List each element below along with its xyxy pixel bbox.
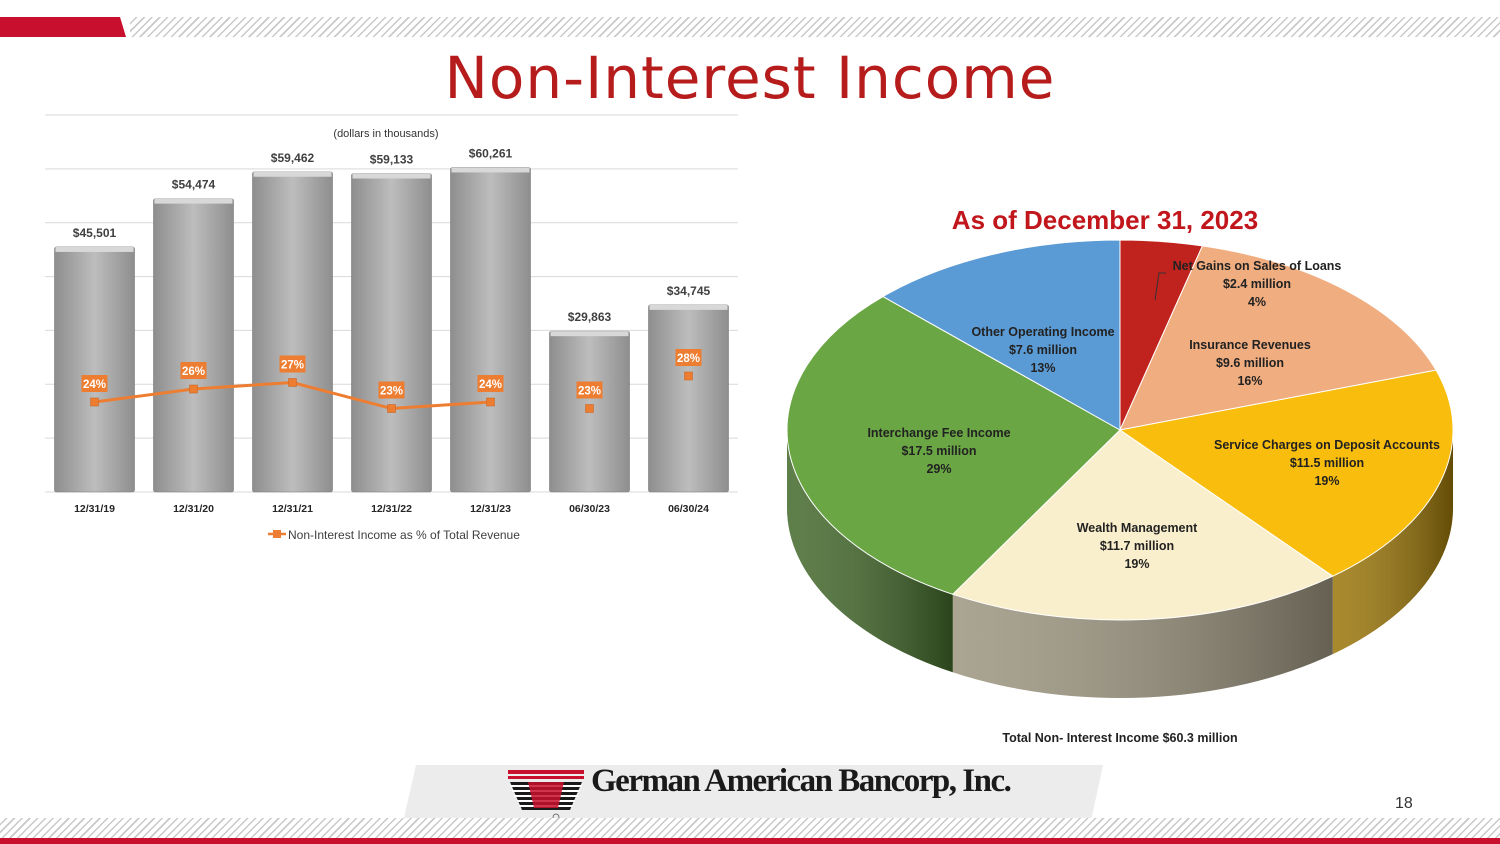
company-name: German American Bancorp, Inc. [591, 763, 1012, 799]
bar [450, 167, 531, 493]
pie-slice [786, 295, 1121, 595]
pct-label-box [279, 355, 306, 373]
category-label: 12/31/19 [74, 503, 115, 515]
page-number: 18 [1395, 795, 1413, 812]
bar-value-label: $54,474 [172, 178, 216, 192]
bottom-red-stripe [0, 838, 1500, 844]
page-title: Non-Interest Income [444, 44, 1056, 112]
pie-side-shade [1332, 430, 1453, 655]
pie-slice-label: 13% [1030, 361, 1055, 375]
pct-label: 23% [578, 386, 601, 398]
pct-label-box [675, 349, 702, 366]
pct-label: 26% [182, 366, 205, 378]
pie-slice [951, 429, 1334, 621]
pct-label: 27% [281, 360, 304, 372]
bar-top-highlight [550, 331, 629, 337]
pie-slice-label: 4% [1248, 295, 1266, 309]
top-red-stripe [0, 17, 126, 37]
pie-footnote: Total Non- Interest Income $60.3 million [1002, 731, 1237, 745]
pct-label: 24% [479, 379, 502, 391]
pct-marker [387, 404, 396, 413]
category-label: 12/31/23 [470, 503, 511, 515]
pie-slice-label: Other Operating Income [971, 325, 1114, 339]
bar-value-label: $29,863 [568, 310, 612, 324]
pie-slice [1119, 245, 1437, 431]
pie-slice [881, 239, 1121, 431]
bar [54, 246, 135, 493]
pie-slice-label: Insurance Revenues [1189, 338, 1311, 352]
logo [508, 768, 588, 829]
pct-label: 24% [83, 379, 106, 391]
bar-value-label: $59,462 [271, 151, 315, 165]
pie-slice-label: 16% [1237, 374, 1262, 388]
pie-slice-label: 29% [926, 462, 951, 476]
bar-value-label: $45,501 [73, 226, 117, 240]
pct-marker [486, 397, 495, 407]
pct-marker [684, 371, 693, 381]
bar [648, 304, 729, 493]
top-hatch-band [130, 17, 1500, 37]
bar-value-label: $34,745 [667, 284, 711, 298]
bar-top-highlight [649, 304, 728, 310]
pct-label: 23% [380, 386, 403, 398]
pie-slice-label: $9.6 million [1216, 356, 1284, 370]
pie-chart: As of December 31, 2023 Net Gains on Sal… [786, 205, 1454, 745]
category-label: 06/30/24 [668, 503, 709, 515]
bar [351, 173, 432, 493]
pie-slice-label: Interchange Fee Income [867, 426, 1010, 440]
pie-slice-label: $7.6 million [1009, 343, 1077, 357]
pct-marker [585, 404, 594, 413]
pie-slice [1118, 369, 1454, 577]
bottom-hatch-band [0, 818, 1500, 838]
pie-slice-label: $11.5 million [1290, 456, 1364, 470]
bar-legend: Non-Interest Income as % of Total Revenu… [268, 528, 520, 542]
pct-label-box [477, 375, 504, 392]
pie-slice-label: $11.7 million [1100, 539, 1174, 553]
pct-label-box [378, 381, 405, 399]
bar [153, 198, 234, 493]
legend-label: Non-Interest Income as % of Total Revenu… [288, 528, 520, 542]
pie-side-shade [952, 576, 1333, 699]
pct-label-box [576, 381, 603, 399]
pie-slice-label: Net Gains on Sales of Loans [1173, 259, 1342, 273]
bar-top-highlight [55, 246, 134, 252]
pie-slice-label: Service Charges on Deposit Accounts [1214, 438, 1440, 452]
pct-marker [288, 378, 297, 387]
bar-chart-subtitle: (dollars in thousands) [333, 128, 438, 140]
pct-marker [189, 384, 198, 394]
pct-marker [90, 397, 99, 407]
pie-slice-label: $17.5 million [901, 444, 976, 458]
category-label: 12/31/22 [371, 503, 412, 515]
leader-line [1154, 272, 1166, 301]
category-label: 12/31/20 [173, 503, 214, 515]
bar-value-label: $60,261 [469, 146, 513, 160]
bar-value-label: $59,133 [370, 153, 414, 167]
pct-label: 28% [677, 353, 700, 365]
pie-title: As of December 31, 2023 [952, 205, 1258, 235]
pct-label-box [180, 362, 207, 379]
bar [252, 171, 333, 493]
category-label: 12/31/21 [272, 503, 313, 515]
pie-side-shade [787, 430, 953, 673]
pie-slice-label: $2.4 million [1223, 277, 1291, 291]
pie-slice-label: 19% [1314, 474, 1339, 488]
pct-label-box [81, 375, 108, 392]
pie-slice-label: Wealth Management [1077, 521, 1198, 535]
bar-top-highlight [154, 198, 233, 204]
pie-slice-label: 19% [1124, 557, 1149, 571]
bar-top-highlight [253, 171, 332, 177]
bar-chart: (dollars in thousands) $45,501 $54,474 $59… [45, 114, 738, 542]
category-label: 06/30/23 [569, 503, 610, 515]
bar-top-highlight [352, 173, 431, 179]
bar-top-highlight [451, 167, 530, 173]
